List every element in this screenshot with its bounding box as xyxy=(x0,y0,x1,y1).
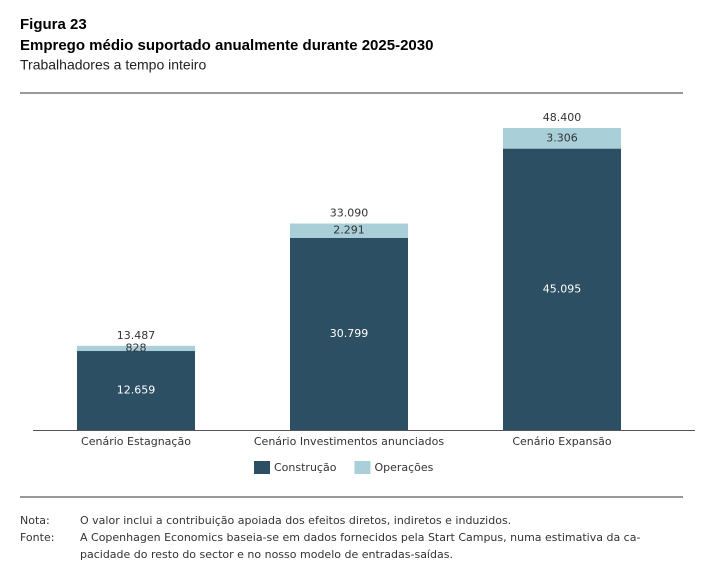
total-label: 48.400 xyxy=(543,111,582,124)
bar-segment xyxy=(77,345,195,352)
x-tick-label: Cenário Expansão xyxy=(512,435,612,448)
value-label: 2.291 xyxy=(333,224,365,237)
note-text: pacidade do resto do sector e no nosso m… xyxy=(80,548,453,561)
figure-label: Figura 23 xyxy=(20,16,87,33)
note-text: O valor inclui a contribuição apoiada do… xyxy=(80,514,511,527)
total-label: 33.090 xyxy=(330,207,369,220)
chart-subtitle: Trabalhadores a tempo inteiro xyxy=(20,57,206,73)
total-label: 13.487 xyxy=(117,329,156,342)
bar-segment xyxy=(290,223,408,238)
legend-label: Construção xyxy=(274,461,337,474)
bar-segment xyxy=(290,237,408,430)
value-label: 45.095 xyxy=(543,282,582,295)
x-tick-label: Cenário Estagnação xyxy=(81,435,191,448)
note-label: Nota: xyxy=(20,514,50,527)
value-label: 12.659 xyxy=(117,384,156,397)
legend-swatch xyxy=(254,461,270,474)
note-label: Fonte: xyxy=(20,531,54,544)
legend-label: Operações xyxy=(374,461,433,474)
value-label: 3.306 xyxy=(546,131,578,144)
value-label: 30.799 xyxy=(330,327,369,340)
note-text: A Copenhagen Economics baseia-se em dado… xyxy=(80,531,640,544)
bar-segment xyxy=(503,127,621,149)
bar-segment xyxy=(77,351,195,430)
legend-swatch xyxy=(354,461,371,474)
value-label: 828 xyxy=(126,341,147,354)
chart-title: Emprego médio suportado anualmente duran… xyxy=(20,37,433,54)
bar-segment xyxy=(503,148,621,430)
x-tick-label: Cenário Investimentos anunciados xyxy=(254,435,444,448)
